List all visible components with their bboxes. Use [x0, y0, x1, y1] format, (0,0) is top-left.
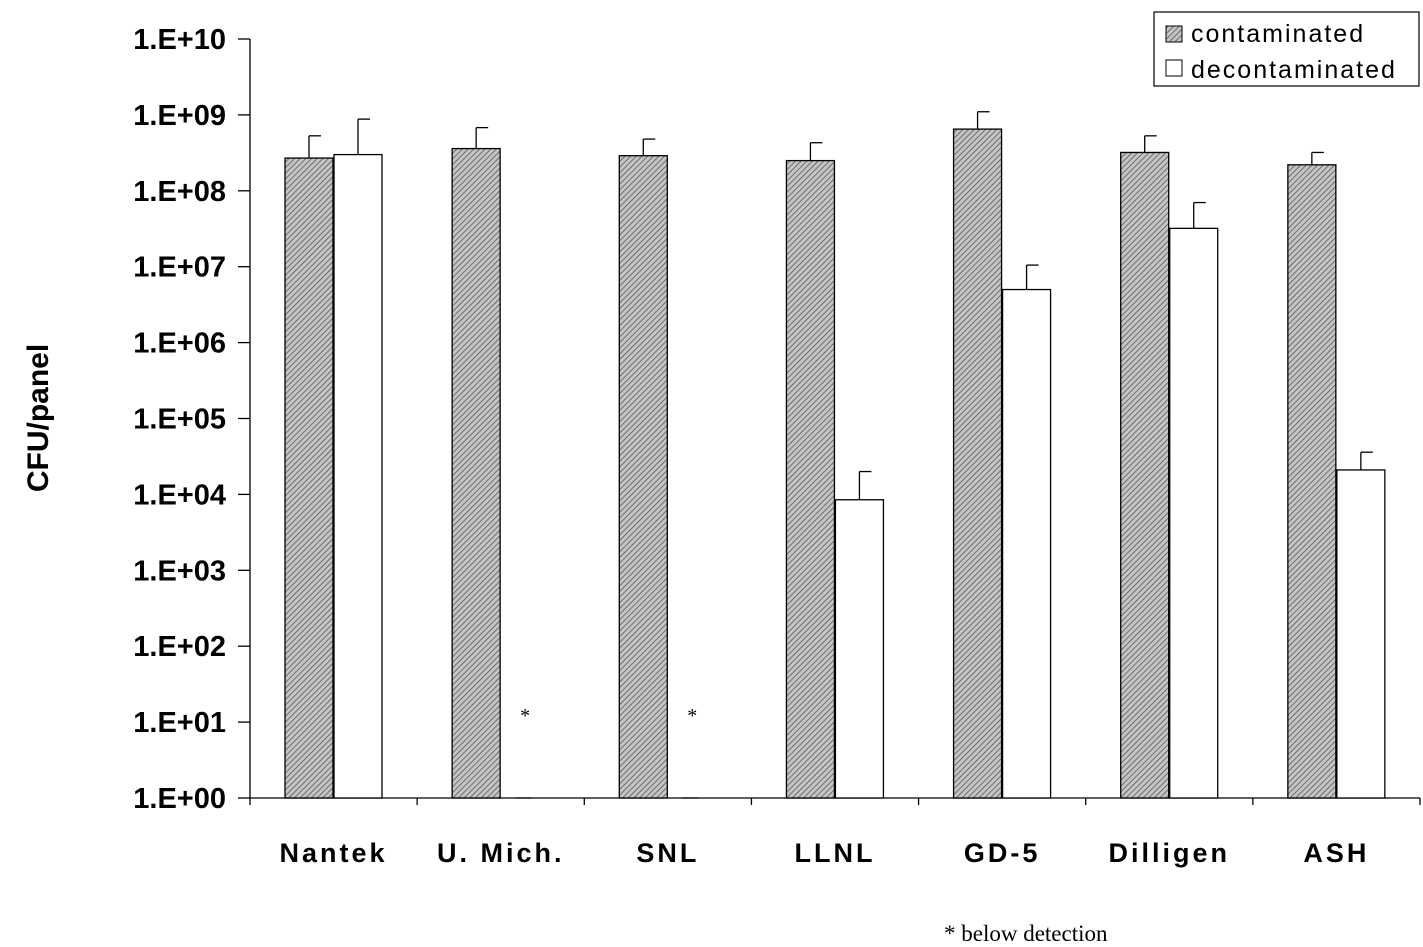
y-tick-label: 1.E+04 [133, 479, 226, 511]
y-tick-label: 1.E+02 [133, 631, 226, 663]
y-axis-label: CFU/panel [22, 344, 55, 492]
below-detection-marker: * [520, 705, 530, 727]
annotations: * * [520, 705, 697, 727]
category-label: SNL [636, 838, 699, 868]
y-axis: 1.E+00 1.E+01 1.E+02 1.E+03 1.E+04 1.E+05 1.E+… [133, 24, 251, 815]
bar-contaminated [785, 159, 836, 799]
y-tick-label: 1.E+07 [133, 252, 226, 284]
bar-contaminated [451, 147, 501, 799]
y-tick-label: 1.E+06 [133, 328, 226, 360]
y-tick-label: 1.E+08 [133, 176, 226, 208]
bar-decontaminated [834, 499, 885, 799]
y-tick-label: 1.E+00 [133, 783, 226, 815]
bar-decontaminated [1336, 469, 1386, 799]
bar-contaminated [618, 155, 668, 799]
category-label: U. Mich. [437, 838, 565, 868]
category-label: ASH [1303, 838, 1369, 868]
bar-decontaminated [1001, 288, 1052, 799]
y-tick-label: 1.E+03 [133, 555, 226, 587]
category-label: LLNL [795, 838, 876, 868]
legend: contaminated decontaminated [1153, 11, 1420, 87]
below-detection-marker: * [687, 705, 697, 727]
legend-swatch-contaminated [1165, 25, 1183, 43]
bar-decontaminated [333, 153, 383, 799]
legend-label-contaminated: contaminated [1191, 20, 1365, 48]
y-tick-label: 1.E+01 [133, 707, 226, 739]
error-bars [308, 111, 1373, 500]
footnote: * below detection [944, 921, 1108, 946]
x-axis: Nantek U. Mich. SNL LLNL GD-5 Dilligen ASH [249, 797, 1421, 868]
category-label: Dilligen [1109, 838, 1231, 868]
category-label: Nantek [280, 838, 388, 868]
bars [284, 128, 1386, 799]
bar-contaminated [1287, 164, 1337, 799]
bar-decontaminated [1169, 227, 1219, 799]
legend-label-decontaminated: decontaminated [1191, 56, 1397, 84]
legend-box [1153, 11, 1420, 87]
y-tick-label: 1.E+10 [133, 24, 226, 56]
category-label: GD-5 [964, 838, 1041, 868]
legend-swatch-decontaminated [1165, 59, 1183, 77]
bar-contaminated [1120, 151, 1170, 799]
y-tick-label: 1.E+09 [133, 100, 226, 132]
y-tick-label: 1.E+05 [133, 404, 226, 436]
bar-contaminated [284, 157, 334, 799]
bar-contaminated [952, 128, 1003, 799]
